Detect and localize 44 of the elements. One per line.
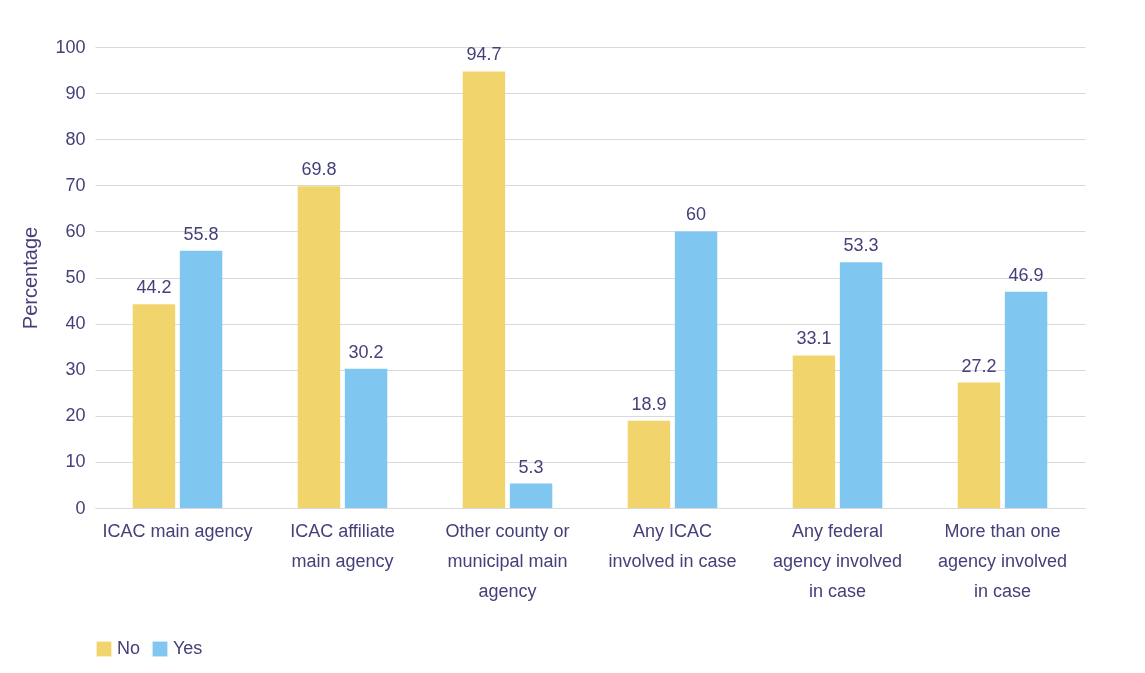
data-label: 30.2 [348, 341, 384, 362]
bar [674, 231, 718, 508]
data-label: 44.2 [136, 277, 172, 298]
bar [344, 368, 388, 508]
x-tick-label: Any ICAC involved in case [608, 520, 737, 571]
y-tick-label: 10 [65, 451, 86, 472]
x-tick-label: Other county or municipal main agency [445, 520, 570, 601]
y-tick-label: 80 [65, 128, 86, 149]
y-tick-label: 0 [75, 497, 86, 518]
bar [627, 420, 671, 508]
data-label: 53.3 [843, 235, 879, 256]
data-label: 69.8 [301, 159, 337, 180]
x-tick-label: Any federal agency involved in case [772, 520, 903, 601]
data-label: 55.8 [183, 223, 219, 244]
bar [839, 262, 883, 508]
bar [462, 71, 506, 508]
data-label: 5.3 [518, 456, 544, 477]
y-tick-label: 30 [65, 359, 86, 380]
data-label: 27.2 [961, 355, 997, 376]
y-axis-title: Percentage [19, 226, 42, 330]
bar [957, 382, 1001, 508]
data-label: 60 [686, 204, 707, 225]
x-tick-label: More than one agency involved in case [937, 520, 1068, 601]
bar [297, 186, 341, 508]
legend-label: Yes [173, 638, 203, 658]
x-tick-label: ICAC affiliate main agency [290, 520, 395, 571]
y-tick-label: 60 [65, 220, 86, 241]
bar [179, 250, 223, 508]
bar [1004, 291, 1048, 508]
y-tick-label: 40 [65, 313, 86, 334]
x-tick-label: ICAC main agency [102, 520, 253, 541]
bar [792, 355, 836, 508]
y-tick-label: 50 [65, 267, 86, 287]
data-label: 94.7 [466, 44, 502, 65]
data-label: 33.1 [796, 328, 832, 349]
legend-label: No [117, 638, 141, 658]
y-tick-label: 90 [65, 82, 86, 103]
y-tick-label: 70 [65, 174, 86, 195]
bar [509, 483, 553, 508]
data-label: 18.9 [631, 393, 667, 414]
bar [132, 304, 176, 508]
y-tick-label: 100 [55, 36, 86, 57]
y-tick-label: 20 [65, 405, 86, 426]
data-label: 46.9 [1008, 264, 1044, 285]
